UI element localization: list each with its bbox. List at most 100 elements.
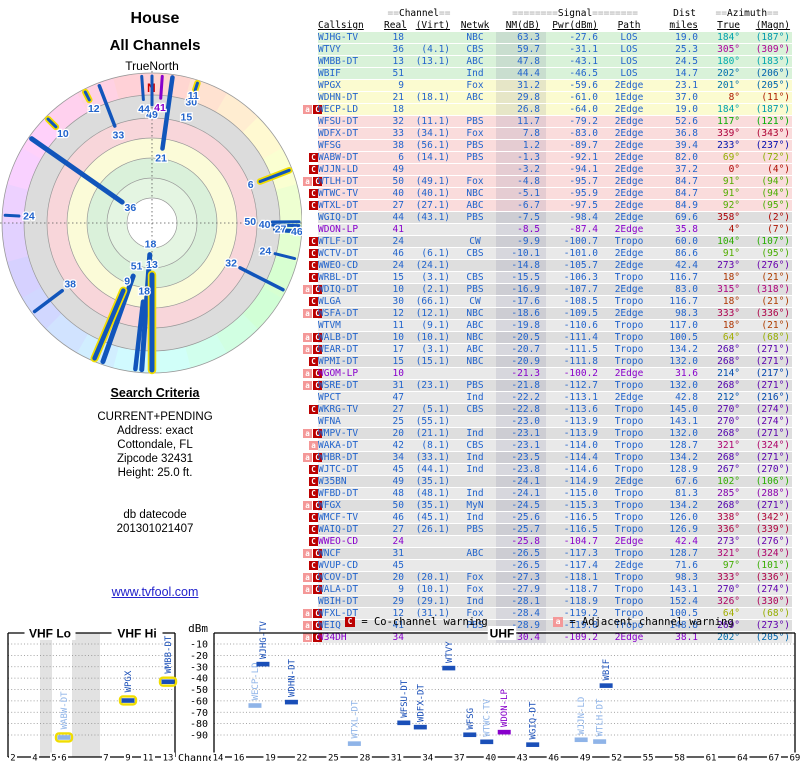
channel-tick-label: 7	[103, 754, 108, 764]
band-station-label: WTLH-DT	[596, 698, 606, 737]
radar-channel-label: 11	[188, 90, 199, 102]
page-title: House	[130, 10, 180, 27]
co-channel-icon: C	[313, 585, 322, 594]
tvfool-link[interactable]: www.tvfool.com	[111, 585, 199, 599]
legend-adjacent-channel: a = Adjacent channel warning	[552, 616, 734, 628]
co-channel-icon: C	[309, 357, 318, 366]
warning-flags: C	[302, 235, 318, 248]
station-row: WDON-LP 41 -8.5 -87.4 2Edge 35.8 4° (7°)	[302, 223, 793, 236]
band-station: WBIF	[599, 659, 613, 688]
warning-flags	[302, 55, 318, 68]
band-station-label: WDFX-DT	[416, 684, 426, 723]
group-header-azimuth: ==Azimuth==	[702, 8, 793, 20]
co-channel-icon: C	[309, 153, 318, 162]
warning-flags: C	[302, 199, 318, 212]
band-station: WMBB-DT	[158, 635, 178, 687]
co-channel-icon: C	[309, 525, 318, 534]
station-row: aCWGOM-LP10-21.3-100.22Edge31.6214°(217°…	[302, 367, 793, 380]
station-row: C WCTV-DT 46 (6.1) CBS -10.1 -101.0 2Edge 86.6 91…	[302, 247, 793, 260]
station-row: C WJTC-DT 45 (44.1) Ind -23.8 -114.6 Tropo 128.9…	[302, 463, 793, 476]
station-row: a WAKA-DT 42 (8.1) CBS -23.1 -114.0 Tropo 128.7 3…	[302, 439, 793, 452]
radar-channel-label: 36	[125, 202, 137, 214]
co-channel-icon: C	[309, 273, 318, 282]
radar-channel-label: 40	[259, 219, 271, 231]
station-row: WMBB-DT 13 (13.1) ABC 47.8 -43.1 LOS 24.5 180° (1…	[302, 55, 793, 68]
station-row: aCWNCF31ABC-26.5-117.3Tropo128.7321°(324…	[302, 547, 793, 560]
channel-tick-label: 16	[234, 754, 245, 764]
adjacent-channel-icon: a	[303, 285, 312, 294]
band-station: WGIQ-DT	[526, 701, 540, 747]
station-row: C WFBD-DT 48 (48.1) Ind -24.1 -115.0 Tropo 81.3 2…	[302, 487, 793, 500]
radar-channel-label: 41	[154, 102, 166, 114]
band-station-label: WJHG-TV	[259, 621, 269, 660]
adjacent-channel-icon: a	[303, 369, 312, 378]
co-channel-icon: C	[309, 561, 318, 570]
warning-flags: C	[302, 247, 318, 260]
adjacent-channel-icon: a	[303, 549, 312, 558]
band-station: WDON-LP	[497, 689, 511, 735]
column-header-netwk: Netwk	[454, 19, 497, 32]
group-header-signal: ========Signal========	[496, 8, 655, 20]
radar-channel-label: 18	[145, 239, 157, 251]
band-station-label: WJJN-LD	[577, 697, 587, 735]
co-channel-icon: C	[313, 381, 322, 390]
radar-channel-label: 38	[64, 279, 76, 291]
warning-flags: C	[302, 523, 318, 536]
co-channel-text: = Co-channel warning	[361, 616, 488, 628]
azimuth-radar-chart: TrueNorthN183613519211832333864950402744…	[0, 59, 304, 375]
station-row: WGIQ-DT 44 (43.1) PBS -7.5 -98.4 2Edge 69.6 358°…	[302, 211, 793, 224]
warning-flags: C	[302, 271, 318, 284]
co-channel-icon: C	[309, 465, 318, 474]
channel-tick-label: 61	[706, 754, 717, 764]
warning-flags: aC	[302, 619, 322, 632]
report-title-block: House All Channels	[0, 10, 310, 54]
co-channel-icon: C	[309, 513, 318, 522]
warning-flags	[302, 391, 318, 404]
band-station-label: WMBB-DT	[164, 635, 174, 674]
station-row: C WTXL-DT 27 (27.1) ABC -6.7 -97.5 2Edge 84.9 92°…	[302, 199, 793, 212]
warning-flags: a	[302, 439, 318, 452]
dbm-tick-label: -50	[190, 685, 208, 696]
dbm-tick-label: -40	[190, 674, 208, 685]
channel-tick-label: 43	[517, 754, 528, 764]
radar-station-lines	[3, 74, 301, 375]
warning-flags	[302, 223, 318, 236]
station-row: WTVY 36 (4.1) CBS 59.7 -31.1 LOS 25.3 305° (309°)	[302, 43, 793, 56]
true-north-label: TrueNorth	[125, 59, 179, 73]
channel-tick-label: 49	[580, 754, 591, 764]
station-row: C WLGA 30 (66.1) CW -17.6 -108.5 Tropo 116.7 18°(…	[302, 295, 793, 308]
warning-flags: aC	[302, 331, 322, 344]
warning-flags	[302, 67, 318, 80]
band-station-label: WFSG	[466, 708, 476, 730]
band-station: WJHG-TV	[256, 621, 270, 667]
station-row: aCWEAR-DT17(3.1)ABC-20.7-111.5Tropo134.2…	[302, 343, 793, 356]
warning-flags	[302, 43, 318, 56]
warning-flags: C	[302, 487, 318, 500]
co-channel-icon: C	[313, 573, 322, 582]
channel-tick-label: 31	[391, 754, 402, 764]
adjacent-channel-icon: a	[303, 381, 312, 390]
adjacent-channel-icon: a	[303, 573, 312, 582]
channel-tick-label: 67	[769, 754, 780, 764]
dbm-tick-label: -60	[190, 696, 208, 707]
warning-flags: aC	[302, 547, 322, 560]
station-row: C WAIQ-DT 27 (26.1) PBS -25.7 -116.5 Tropo 126.9…	[302, 523, 793, 536]
warning-flags: aC	[302, 583, 322, 596]
co-channel-icon: C	[309, 537, 318, 546]
adjacent-channel-icon: a	[303, 609, 312, 618]
channel-tick-label: 52	[611, 754, 622, 764]
station-row: C WVUP-CD 45 -26.5 -117.4 2Edge 71.6 97° (101°)	[302, 559, 793, 572]
warning-flags: aC	[302, 103, 322, 116]
adjacent-channel-icon: a	[303, 333, 312, 342]
band-station: WTWC-TV	[480, 698, 494, 745]
radar-channel-label: 51	[131, 261, 143, 273]
band-station-label: WABW-DT	[60, 691, 70, 730]
adjacent-channel-icon: a	[303, 105, 312, 114]
column-header-real: Real	[384, 19, 410, 32]
channel-tick-label: 14	[213, 754, 224, 764]
warning-flags: C	[302, 403, 318, 416]
channel-tick-label: 64	[737, 754, 748, 764]
radar-channel-label: 30	[185, 96, 197, 108]
